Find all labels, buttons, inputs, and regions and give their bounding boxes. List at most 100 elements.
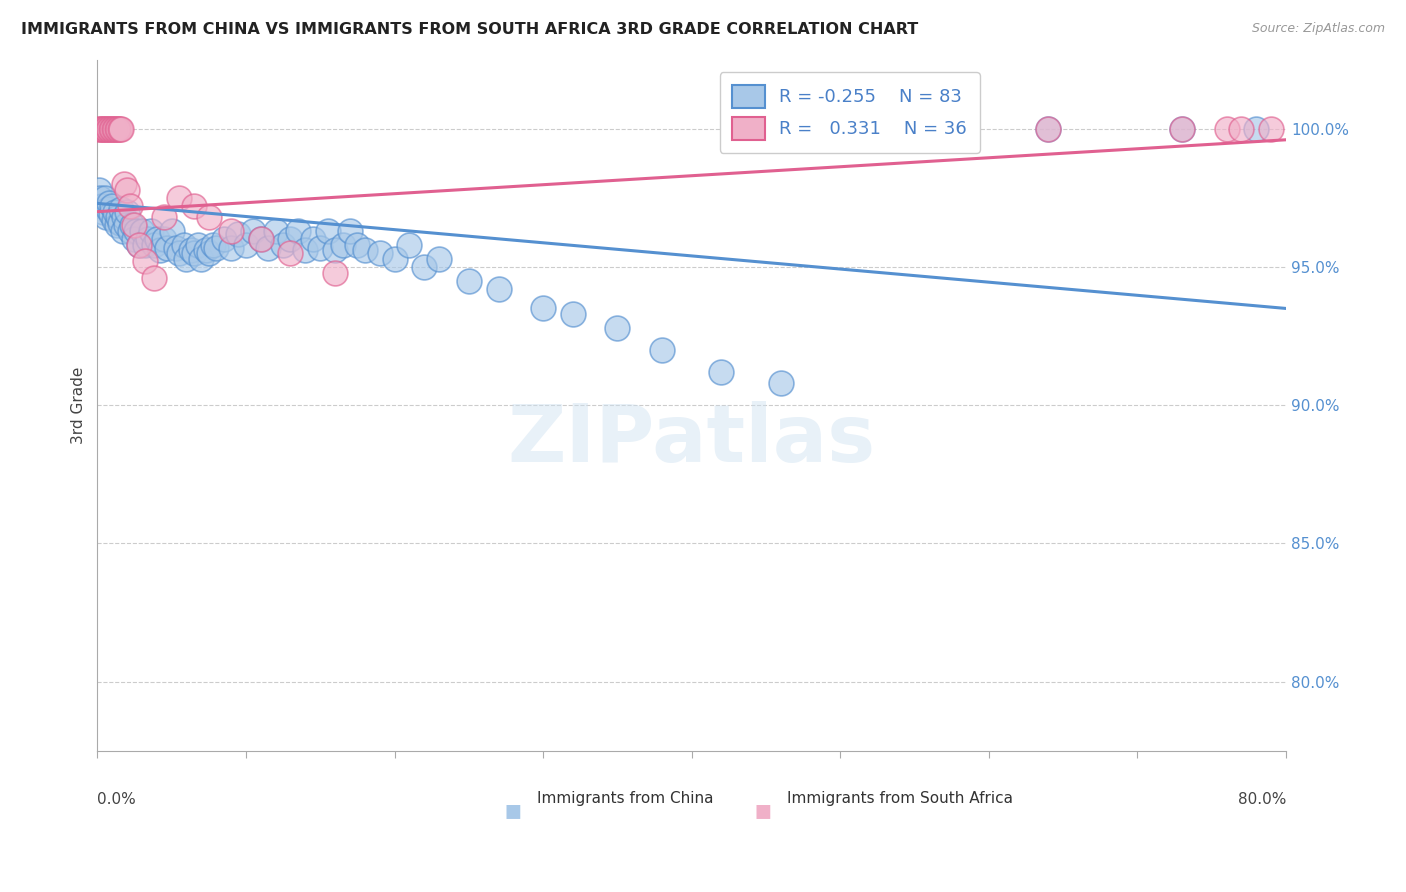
Point xyxy=(111,224,134,238)
Point xyxy=(398,237,420,252)
Point xyxy=(257,241,280,255)
Point xyxy=(205,241,228,255)
Point xyxy=(128,237,150,252)
Point xyxy=(1171,121,1194,136)
Point xyxy=(165,241,187,255)
Point xyxy=(368,246,391,260)
Point xyxy=(134,254,156,268)
Point xyxy=(90,199,112,213)
Point xyxy=(156,241,179,255)
Point xyxy=(142,271,165,285)
Text: 80.0%: 80.0% xyxy=(1237,792,1286,807)
Point xyxy=(488,282,510,296)
Point xyxy=(103,121,125,136)
Point xyxy=(87,121,110,136)
Point xyxy=(183,246,205,260)
Text: IMMIGRANTS FROM CHINA VS IMMIGRANTS FROM SOUTH AFRICA 3RD GRADE CORRELATION CHAR: IMMIGRANTS FROM CHINA VS IMMIGRANTS FROM… xyxy=(21,22,918,37)
Point xyxy=(91,121,114,136)
Point xyxy=(1171,121,1194,136)
Point xyxy=(98,196,121,211)
Legend: R = -0.255    N = 83, R =   0.331    N = 36: R = -0.255 N = 83, R = 0.331 N = 36 xyxy=(720,72,980,153)
Point xyxy=(219,224,242,238)
Point xyxy=(384,252,406,266)
Point xyxy=(651,343,673,357)
Point xyxy=(167,191,190,205)
Point xyxy=(531,301,554,316)
Point xyxy=(1215,121,1237,136)
Point xyxy=(91,204,114,219)
Point xyxy=(323,244,346,258)
Point xyxy=(413,260,436,274)
Point xyxy=(125,224,148,238)
Point xyxy=(94,121,117,136)
Point xyxy=(110,121,132,136)
Point xyxy=(107,121,129,136)
Point xyxy=(323,265,346,279)
Point xyxy=(197,246,219,260)
Point xyxy=(287,224,309,238)
Text: Immigrants from China: Immigrants from China xyxy=(537,791,714,806)
Point xyxy=(332,237,354,252)
Point xyxy=(190,252,212,266)
Point xyxy=(280,246,302,260)
Point xyxy=(249,232,271,246)
Point xyxy=(96,121,118,136)
Point xyxy=(235,237,257,252)
Point xyxy=(264,224,287,238)
Point xyxy=(228,227,250,241)
Point xyxy=(97,202,120,216)
Point xyxy=(183,199,205,213)
Point xyxy=(427,252,450,266)
Text: Immigrants from South Africa: Immigrants from South Africa xyxy=(787,791,1012,806)
Point xyxy=(107,210,129,224)
Point xyxy=(146,232,169,246)
Point xyxy=(101,121,124,136)
Point xyxy=(1260,121,1282,136)
Point xyxy=(176,252,198,266)
Point xyxy=(115,183,138,197)
Point xyxy=(96,210,118,224)
Point xyxy=(606,320,628,334)
Point xyxy=(173,237,195,252)
Point xyxy=(128,237,150,252)
Point xyxy=(89,191,111,205)
Point xyxy=(197,210,219,224)
Point xyxy=(134,237,156,252)
Point xyxy=(105,219,128,233)
Point xyxy=(242,224,264,238)
Point xyxy=(1038,121,1060,136)
Point xyxy=(294,244,316,258)
Point xyxy=(160,224,183,238)
Point xyxy=(124,232,146,246)
Point xyxy=(114,219,136,233)
Point xyxy=(149,244,172,258)
Point xyxy=(339,224,361,238)
Text: 0.0%: 0.0% xyxy=(97,792,136,807)
Point xyxy=(94,191,117,205)
Point xyxy=(167,246,190,260)
Point xyxy=(112,177,135,191)
Point xyxy=(710,365,733,379)
Point xyxy=(316,224,339,238)
Point xyxy=(561,307,583,321)
Point xyxy=(142,237,165,252)
Point xyxy=(180,244,202,258)
Point xyxy=(104,121,127,136)
Point xyxy=(98,121,121,136)
Point xyxy=(115,204,138,219)
Point xyxy=(249,232,271,246)
Point xyxy=(90,121,112,136)
Point xyxy=(271,237,294,252)
Point xyxy=(219,241,242,255)
Point xyxy=(118,199,141,213)
Text: Source: ZipAtlas.com: Source: ZipAtlas.com xyxy=(1251,22,1385,36)
Point xyxy=(769,376,792,390)
Point xyxy=(87,183,110,197)
Point xyxy=(101,199,124,213)
Point xyxy=(353,244,375,258)
Point xyxy=(202,237,225,252)
Point xyxy=(153,210,176,224)
Point xyxy=(194,244,217,258)
Point xyxy=(97,121,120,136)
Point xyxy=(103,213,125,227)
